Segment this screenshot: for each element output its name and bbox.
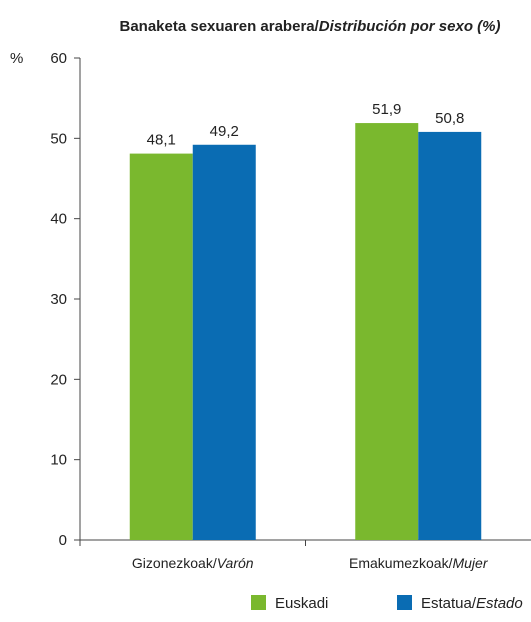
chart-title-plain: Banaketa sexuaren arabera/: [120, 18, 320, 35]
data-label: 51,9: [372, 101, 401, 118]
y-tick-label: 60: [50, 50, 67, 67]
data-label: 48,1: [147, 132, 176, 149]
bar-estatua-1: [418, 131, 482, 540]
chart-title-italic: Distribución por sexo (%): [319, 18, 501, 35]
bar-euskadi-0: [129, 153, 193, 540]
legend-label: Estatua/Estado: [421, 595, 523, 612]
x-category-label: Gizonezkoak/Varón: [132, 555, 254, 571]
x-category-label: Emakumezkoak/Mujer: [349, 555, 489, 571]
data-label: 49,2: [210, 123, 239, 140]
bar-euskadi-1: [355, 123, 419, 540]
y-tick-label: 40: [50, 211, 67, 228]
plot-area: 0 10 20 30 40 50 60 48,1 49,2 Gizonezkoak/Varón 51…: [50, 50, 531, 571]
y-tick-label: 50: [50, 130, 67, 147]
legend: Euskadi Estatua/Estado: [251, 595, 523, 612]
data-label: 50,8: [435, 110, 464, 127]
legend-swatch: [397, 595, 412, 610]
chart-title: Banaketa sexuaren arabera/Distribución p…: [120, 18, 501, 35]
y-axis-unit-label: %: [10, 50, 23, 67]
y-tick-label: 30: [50, 291, 67, 308]
y-tick-label: 0: [59, 532, 67, 549]
y-tick-label: 20: [50, 371, 67, 388]
y-tick-label: 10: [50, 452, 67, 469]
legend-label: Euskadi: [275, 595, 328, 612]
legend-swatch: [251, 595, 266, 610]
bar-estatua-0: [192, 144, 256, 540]
